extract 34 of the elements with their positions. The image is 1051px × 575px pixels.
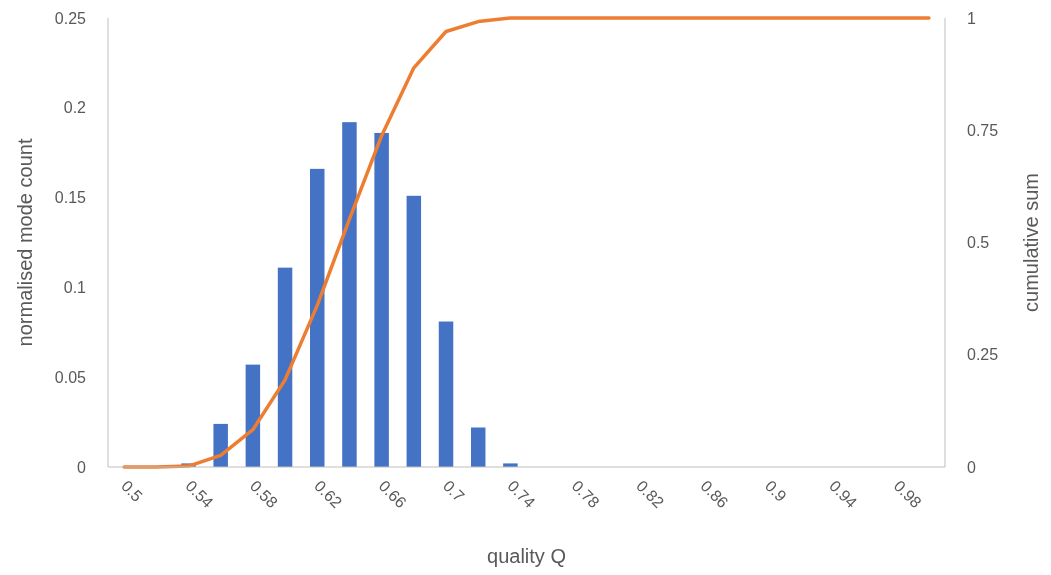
bar <box>374 132 389 467</box>
bar <box>342 122 357 467</box>
x-tick-label: 0.9 <box>761 477 790 505</box>
y2-axis-title: cumulative sum <box>1020 173 1042 312</box>
y-tick-label: 0.1 <box>63 279 87 296</box>
x-tick-label: 0.58 <box>246 477 281 512</box>
y2-tick-label: 0.25 <box>967 346 999 364</box>
x-tick-label: 0.94 <box>826 477 861 512</box>
y-tick-label: 0.2 <box>63 99 87 117</box>
y-axis-title: normalised mode count <box>14 138 36 347</box>
bar <box>245 364 261 467</box>
y2-tick-label: 0.75 <box>967 121 999 139</box>
x-tick-label: 0.98 <box>890 477 925 512</box>
y-tick-label: 0.05 <box>54 368 87 386</box>
y-tick-label: 0 <box>77 458 87 476</box>
bar <box>310 168 325 467</box>
x-tick-label: 0.78 <box>568 477 603 512</box>
bar <box>277 267 293 467</box>
line-series <box>122 16 931 469</box>
x-axis-title: quality Q <box>487 545 566 567</box>
x-tick-label: 0.86 <box>697 477 732 512</box>
bar <box>406 195 422 467</box>
x-tick-label: 0.7 <box>439 477 468 505</box>
x-tick-label: 0.54 <box>182 477 217 512</box>
y2-tick-label: 1 <box>967 9 976 27</box>
x-tick-label: 0.74 <box>504 477 539 512</box>
bar <box>470 427 486 467</box>
y2-tick-label: 0.5 <box>967 234 990 252</box>
y-tick-label: 0.15 <box>54 189 87 207</box>
x-tick-label: 0.66 <box>375 477 410 512</box>
y2-tick-label: 0 <box>967 458 976 476</box>
bar <box>438 321 454 467</box>
x-tick-label: 0.5 <box>118 477 146 505</box>
y-tick-label: 0.25 <box>54 9 87 27</box>
